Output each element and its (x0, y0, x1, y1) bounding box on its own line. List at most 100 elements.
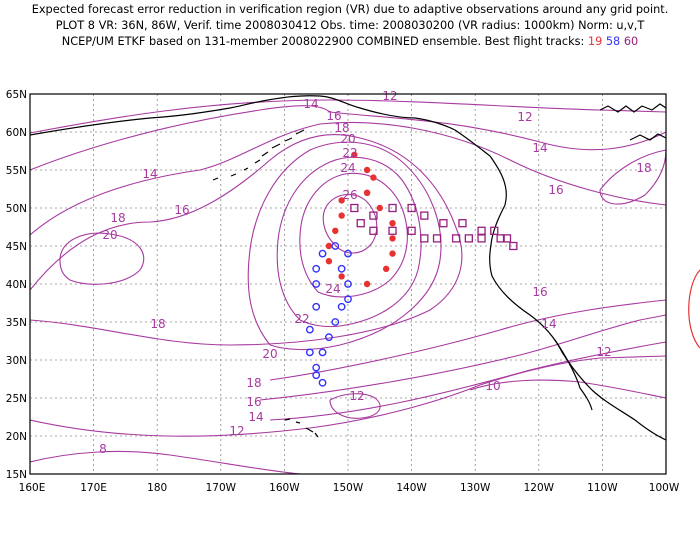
track-60-marker (502, 234, 512, 243)
contour-label: 16 (548, 183, 563, 197)
contour-label: 26 (342, 188, 357, 202)
longitude-label: 130W (460, 482, 491, 494)
track-60-marker (369, 211, 378, 220)
contour-label: 20 (262, 347, 277, 361)
contour-20 (247, 141, 442, 351)
track-58-marker (337, 302, 346, 311)
track-60-marker (420, 234, 429, 243)
contour-label: 16 (174, 203, 189, 217)
contour-10 (469, 379, 666, 474)
contour-label: 24 (325, 282, 340, 296)
verification-region-circle (688, 269, 700, 349)
contour-label: 14 (532, 141, 547, 155)
contour-label: 18 (334, 121, 349, 135)
track-19-marker (363, 189, 371, 196)
track-60-marker (407, 226, 416, 235)
track-58 (305, 242, 352, 387)
track-58-marker (318, 348, 327, 357)
contour-12-south (30, 355, 666, 437)
latitude-label: 65N (6, 89, 27, 101)
latitude-label: 50N (6, 203, 27, 215)
longitude-labels: 160E 170E 180 170W 160W 150W 140W 130W 120W 110W 1… (19, 482, 680, 494)
contour-8 (30, 450, 301, 474)
canadian-islands (599, 103, 666, 141)
track-60-marker (407, 203, 416, 213)
contour-label: 12 (349, 389, 364, 403)
title-line-2: PLOT 8 VR: 36N, 86W, Verif. time 2008030… (55, 19, 645, 32)
latitude-label: 20N (6, 431, 27, 443)
contour-22 (276, 156, 422, 328)
track-58-label: 58 (605, 35, 621, 48)
longitude-label: 150W (333, 482, 364, 494)
contour-label: 20 (102, 228, 117, 242)
longitude-label: 140W (396, 482, 427, 494)
track-58-marker (337, 264, 346, 273)
contour-label: 12 (382, 89, 397, 103)
latitude-label: 35N (6, 317, 27, 329)
contour-18-east (599, 149, 666, 205)
latitude-label: 15N (6, 469, 27, 481)
track-60-marker (420, 211, 429, 220)
track-19-marker (376, 204, 383, 212)
contour-20-ring (59, 232, 145, 285)
track-58-marker (318, 249, 327, 258)
track-19-marker (338, 273, 345, 280)
track-19-marker (389, 235, 396, 242)
longitude-label: 180 (147, 482, 167, 494)
track-19-marker (389, 220, 396, 227)
contour-label: 16 (246, 395, 261, 409)
track-19-marker (332, 227, 339, 234)
track-58-marker (312, 371, 321, 380)
track-58-marker (318, 378, 327, 387)
latitude-label: 60N (6, 127, 27, 139)
track-19-marker (338, 197, 345, 204)
contour-lines (30, 99, 666, 474)
contour-label: 14 (142, 167, 157, 181)
contour-label: 10 (485, 379, 500, 393)
contour-16-south (259, 314, 666, 401)
latitude-labels: 65N 60N 55N 50N 45N 40N 35N 30N 25N 20N 15N (6, 89, 27, 481)
track-60-marker (451, 234, 461, 243)
track-58-marker (312, 280, 321, 288)
baja-california (554, 339, 593, 411)
track-60-marker (369, 226, 378, 235)
contour-label: 14 (303, 97, 318, 111)
contour-label: 18 (110, 211, 125, 225)
contour-label: 22 (342, 146, 357, 160)
longitude-label: 160W (269, 482, 300, 494)
longitude-label: 100W (649, 482, 680, 494)
track-60-label: 60 (623, 35, 639, 48)
contour-labels: 1212141414161616161818181820202022222424… (99, 89, 651, 456)
contour-label: 14 (541, 317, 556, 331)
alaska-coast (30, 95, 491, 157)
track-58-marker (305, 325, 314, 334)
contour-label: 24 (340, 161, 355, 175)
track-19-marker (325, 242, 333, 250)
contour-label: 12 (596, 345, 611, 359)
title-line-1: Expected forecast error reduction in ver… (31, 3, 669, 16)
latitude-label: 25N (6, 393, 27, 405)
latitude-label: 45N (6, 241, 27, 253)
coastlines (30, 95, 666, 441)
latitude-label: 30N (6, 355, 27, 367)
contour-label: 16 (326, 109, 341, 123)
contour-18-outer (30, 133, 463, 346)
longitude-label: 110W (587, 482, 618, 494)
track-60-marker (477, 226, 486, 235)
track-60-marker (350, 203, 359, 213)
track-19-marker (370, 174, 377, 181)
track-58-marker (312, 264, 321, 273)
contour-12-loop (329, 393, 381, 419)
longitude-label: 160E (19, 482, 46, 494)
longitude-label: 170E (80, 482, 107, 494)
contour-24 (299, 172, 408, 298)
track-60-marker (458, 219, 467, 228)
track-19-marker (325, 258, 333, 265)
longitude-label: 170W (206, 482, 237, 494)
track-60-marker (432, 234, 442, 243)
hawaii (284, 418, 319, 438)
track-58-marker (331, 242, 340, 250)
contour-label: 14 (248, 410, 263, 424)
track-58-marker (305, 348, 314, 357)
